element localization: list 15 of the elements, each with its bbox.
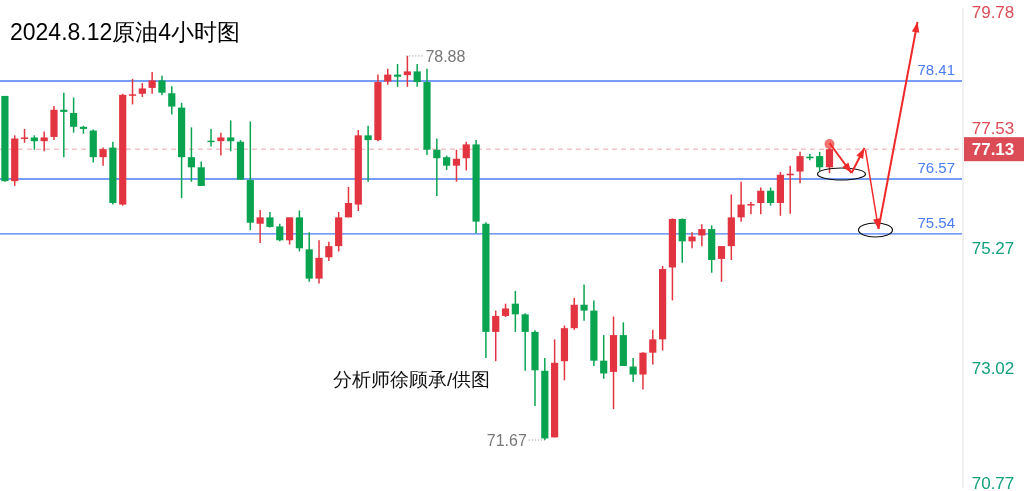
y-tick-label: 70.77 [971,474,1015,491]
ref-line: 77.13 [0,137,1024,162]
ref-line-label: 75.54 [917,213,955,231]
y-tick-label: 77.53 [971,118,1015,138]
y-tick-label: 75.27 [971,239,1015,259]
annotation: 分析师徐顾承/供图 [333,369,491,390]
ref-line: 76.57 [0,159,963,180]
annotation: 71.67 [486,432,527,450]
ref-line: 75.54 [0,213,963,235]
y-tick-label: 79.78 [971,3,1015,22]
ref-line-label: 78.41 [917,60,955,78]
text: 2024.8.12原油4小时图 [10,19,241,45]
ref-line-label: 76.57 [917,159,955,177]
ref-line-label: 77.13 [971,140,1015,160]
y-tick-label: 73.02 [971,359,1015,379]
